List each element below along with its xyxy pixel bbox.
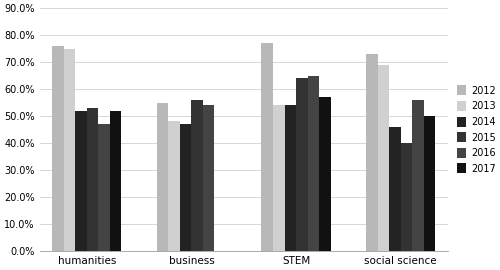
Bar bbox=[157, 103, 168, 251]
Bar bbox=[366, 54, 378, 251]
Bar bbox=[319, 97, 330, 251]
Legend: 2012, 2013, 2014, 2015, 2016, 2017: 2012, 2013, 2014, 2015, 2016, 2017 bbox=[456, 85, 496, 174]
Bar bbox=[75, 111, 86, 251]
Bar bbox=[98, 124, 110, 251]
Bar bbox=[389, 127, 400, 251]
Bar bbox=[64, 49, 75, 251]
Bar bbox=[273, 105, 284, 251]
Bar bbox=[192, 100, 203, 251]
Bar bbox=[412, 100, 424, 251]
Bar bbox=[52, 46, 64, 251]
Bar bbox=[424, 116, 435, 251]
Bar bbox=[400, 143, 412, 251]
Bar bbox=[203, 105, 214, 251]
Bar bbox=[168, 122, 180, 251]
Bar bbox=[110, 111, 122, 251]
Bar bbox=[308, 76, 319, 251]
Bar bbox=[180, 124, 192, 251]
Bar bbox=[262, 43, 273, 251]
Bar bbox=[378, 65, 389, 251]
Bar bbox=[284, 105, 296, 251]
Bar bbox=[86, 108, 99, 251]
Bar bbox=[296, 78, 308, 251]
